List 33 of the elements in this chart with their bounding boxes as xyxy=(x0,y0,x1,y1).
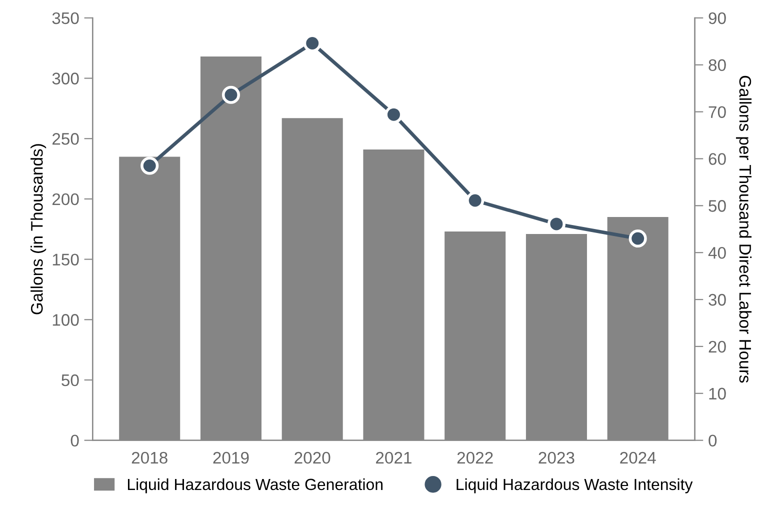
x-tick-label: 2024 xyxy=(620,452,656,464)
y2-tick-label: 10 xyxy=(709,388,726,400)
point xyxy=(140,156,159,175)
y2-tick-label: 20 xyxy=(708,340,726,353)
y-tick-label: 0 xyxy=(70,434,79,447)
point xyxy=(222,86,240,104)
y2-tick-label: 80 xyxy=(708,59,726,72)
y2-tick-label: 30 xyxy=(708,294,726,306)
y2-tick-label: 90 xyxy=(708,12,726,24)
y-tick-label: 300 xyxy=(52,72,79,84)
y-tick-label: 350 xyxy=(52,12,79,24)
y2-tick-label: 40 xyxy=(708,246,726,259)
x-tick-label: 2020 xyxy=(294,452,330,464)
y2-axis-title: Gallons per Thousand Direct Labor Hours xyxy=(736,76,752,383)
legend-label: Liquid Hazardous Waste Intensity xyxy=(456,478,693,494)
y-tick-label: 100 xyxy=(52,314,79,326)
x-tick-label: 2022 xyxy=(457,452,493,464)
point xyxy=(384,106,403,124)
y-tick-label: 50 xyxy=(62,374,79,386)
point xyxy=(628,229,647,248)
y-tick-label: 250 xyxy=(52,133,79,145)
y2-tick-label: 50 xyxy=(708,200,726,212)
y2-tick-label: 60 xyxy=(708,153,726,165)
x-tick-label: 2018 xyxy=(132,452,168,464)
x-tick-label: 2023 xyxy=(538,452,574,464)
legend-label: Liquid Hazardous Waste Generation xyxy=(128,478,383,494)
y-tick-label: 150 xyxy=(52,254,79,266)
y-tick-label: 200 xyxy=(52,193,79,206)
x-tick-label: 2019 xyxy=(213,452,249,464)
x-tick-label: 2021 xyxy=(376,452,412,464)
y2-tick-label: 0 xyxy=(708,434,717,447)
y2-tick-label: 70 xyxy=(708,106,726,118)
y-axis-title: Gallons (in Thousands) xyxy=(30,144,46,314)
